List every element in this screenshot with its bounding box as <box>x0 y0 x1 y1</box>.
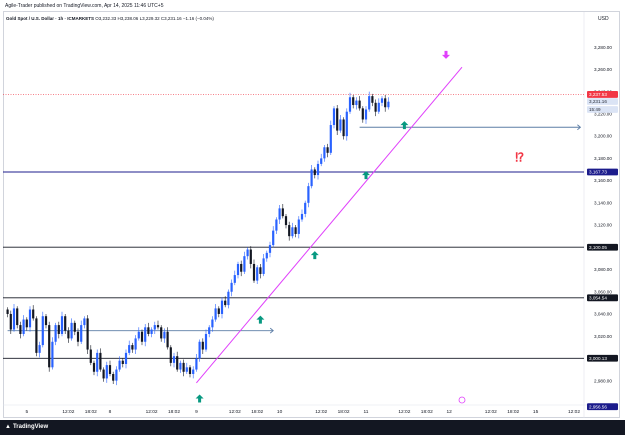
ohlc-values: O3,232.33 H3,238.06 L3,229.32 C3,231.16 … <box>95 16 214 21</box>
brand-logo[interactable]: ▲ TradingView <box>5 424 48 430</box>
publish-bar: Agile-Trader published on TradingView.co… <box>0 0 625 12</box>
tradingview-logo-icon: ▲ <box>5 424 11 430</box>
brand-name: TradingView <box>12 424 49 430</box>
currency-label: USD <box>598 16 609 22</box>
chart-frame <box>3 11 620 418</box>
symbol-name: Gold Spot / U.S. Dollar · 1h · ICMARKETS <box>6 16 95 21</box>
published-info: Agile-Trader published on TradingView.co… <box>5 3 164 9</box>
footer-bar: ▲ TradingView <box>0 420 625 435</box>
symbol-legend: Gold Spot / U.S. Dollar · 1h · ICMARKETS… <box>6 16 214 21</box>
